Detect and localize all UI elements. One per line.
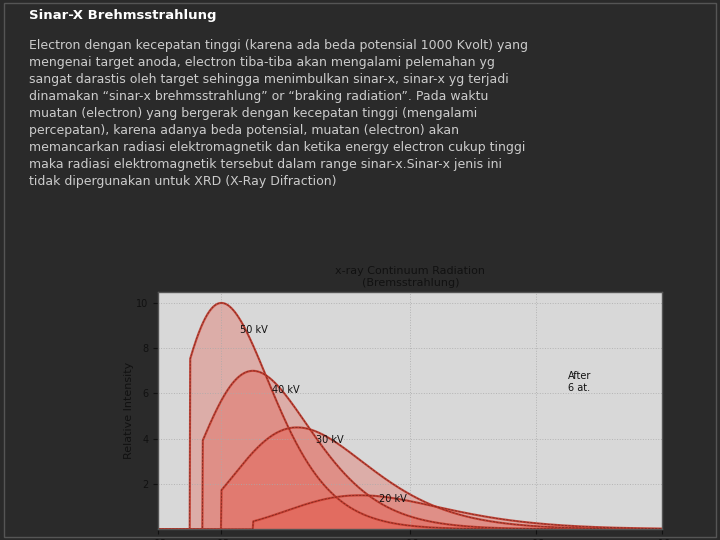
Text: Electron dengan kecepatan tinggi (karena ada beda potensial 1000 Kvolt) yang
men: Electron dengan kecepatan tinggi (karena… <box>29 39 528 187</box>
Text: 20 kV: 20 kV <box>379 494 407 504</box>
Y-axis label: Relative Intensity: Relative Intensity <box>124 362 134 459</box>
Title: x-ray Continuum Radiation
(Bremsstrahlung): x-ray Continuum Radiation (Bremsstrahlun… <box>336 266 485 288</box>
Text: 30 kV: 30 kV <box>316 435 343 444</box>
Text: 50 kV: 50 kV <box>240 325 268 335</box>
Text: Sinar-X Brehmsstrahlung: Sinar-X Brehmsstrahlung <box>29 9 216 22</box>
Text: 40 kV: 40 kV <box>272 385 300 395</box>
Text: After
6 at.: After 6 at. <box>568 372 591 393</box>
